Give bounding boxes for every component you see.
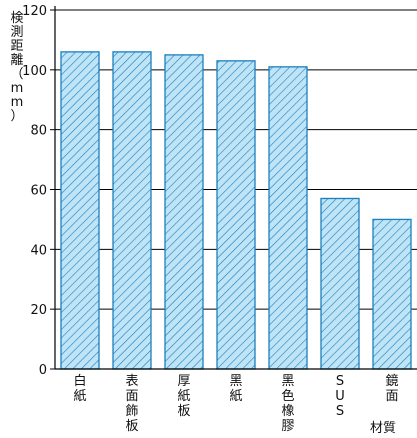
y-tick-label-60: 60 xyxy=(30,184,47,199)
bars xyxy=(60,51,412,370)
y-tick-label-120: 120 xyxy=(22,4,47,19)
y-tick-label-100: 100 xyxy=(22,64,47,79)
bar-5 xyxy=(320,197,360,370)
axes: 0 20 40 60 80 100 120 白紙 表面飾板 厚紙板 黑紙 黑色橡膠 S U S 鏡面 xyxy=(22,4,417,434)
x-axis-title: 材質 xyxy=(370,421,396,436)
category-label-6: 鏡面 xyxy=(385,374,398,404)
category-label-2: 厚紙板 xyxy=(177,374,190,419)
bar-0 xyxy=(60,51,100,370)
y-tick-label-0: 0 xyxy=(39,363,47,378)
bar-6 xyxy=(372,218,412,370)
y-tick-label-20: 20 xyxy=(30,303,47,318)
bar-3 xyxy=(216,60,256,370)
category-label-4: 黑色橡膠 xyxy=(281,374,294,434)
bar-2 xyxy=(164,54,204,370)
y-axis-title: 検測距離（ m m） xyxy=(10,11,23,124)
y-tick-label-80: 80 xyxy=(30,124,47,139)
bar-4 xyxy=(268,66,308,370)
y-axis-title-text: 検測距離（ m m） xyxy=(10,11,23,124)
category-label-3: 黑紙 xyxy=(229,374,242,404)
y-tick-label-40: 40 xyxy=(30,243,47,258)
category-label-0: 白紙 xyxy=(73,373,86,404)
bar-1 xyxy=(112,51,152,370)
category-label-1: 表面飾板 xyxy=(125,374,138,434)
